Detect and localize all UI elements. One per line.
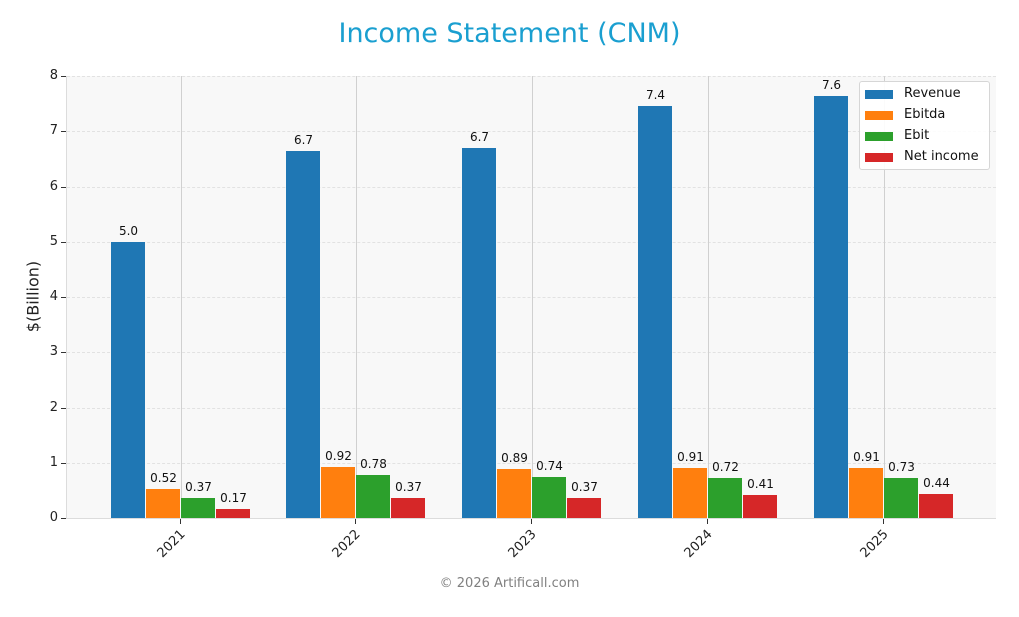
legend-label: Net income [904, 149, 979, 164]
bar-value-label: 0.37 [185, 479, 212, 494]
y-tick-mark [61, 462, 66, 464]
bar-ebit-2023 [532, 477, 566, 518]
bar-ebit-2021 [181, 497, 215, 518]
y-tick-label: 0 [49, 510, 58, 525]
y-tick-label: 5 [49, 233, 58, 249]
x-tick-label: 2024 [681, 527, 716, 562]
legend-swatch-icon [865, 153, 893, 162]
y-tick-label: 6 [49, 178, 58, 194]
bar-net-income-2021 [216, 508, 250, 518]
bar-revenue-2022 [286, 150, 320, 518]
grid-line-vertical [181, 76, 182, 518]
x-tick-mark [883, 519, 884, 524]
plot-area: 5.0 0.52 0.37 0.17 6.7 0.92 0.78 0.37 6.7 0.89 0.7… [66, 76, 996, 519]
bar-ebitda-2023 [497, 468, 531, 518]
y-tick-mark [61, 76, 66, 77]
bar-value-label: 0.78 [360, 456, 387, 471]
bar-value-label: 0.52 [150, 471, 177, 486]
bar-value-label: 6.7 [469, 129, 490, 144]
bar-value-label: 0.89 [501, 450, 528, 465]
legend-label: Ebitda [904, 107, 946, 122]
bar-value-label: 0.17 [220, 490, 247, 505]
bar-ebitda-2025 [849, 467, 883, 518]
grid-line-vertical [532, 76, 533, 518]
legend-swatch-icon [865, 132, 893, 141]
bar-value-label: 6.7 [293, 132, 314, 147]
bar-value-label: 0.73 [888, 459, 915, 474]
grid-line-vertical [356, 76, 357, 518]
legend: Revenue Ebitda Ebit Net income [859, 81, 990, 170]
y-tick-label: 7 [49, 123, 58, 139]
bar-value-label: 0.91 [853, 449, 880, 464]
y-tick-label: 8 [49, 68, 58, 83]
bar-ebit-2024 [708, 478, 742, 518]
legend-label: Ebit [904, 128, 930, 143]
legend-swatch-icon [865, 90, 893, 99]
x-tick-label: 2022 [329, 527, 364, 562]
grid-line-vertical [884, 76, 885, 518]
legend-swatch-icon [865, 111, 893, 120]
bar-net-income-2023 [567, 497, 601, 518]
y-tick-mark [61, 352, 66, 354]
bar-ebit-2022 [356, 474, 390, 518]
grid-line-horizontal [67, 241, 996, 243]
bar-net-income-2025 [919, 493, 953, 518]
footer-copyright: © 2026 Artificall.com [439, 576, 580, 591]
y-tick-mark [61, 407, 66, 409]
bar-value-label: 0.44 [923, 475, 950, 490]
y-tick-mark [61, 297, 66, 298]
x-tick-mark [707, 519, 708, 524]
x-tick-mark [180, 519, 181, 524]
x-tick-mark [355, 519, 356, 524]
x-tick-mark [531, 519, 532, 524]
bar-ebitda-2021 [146, 489, 180, 518]
grid-line-horizontal [67, 407, 996, 409]
bar-net-income-2022 [391, 497, 425, 518]
bar-value-label: 7.6 [821, 78, 842, 93]
grid-line-horizontal [67, 131, 996, 133]
bar-value-label: 0.72 [712, 460, 739, 475]
chart-title: Income Statement (CNM) [338, 18, 681, 49]
bar-value-label: 0.37 [571, 479, 598, 494]
bar-value-label: 5.0 [118, 223, 139, 238]
grid-line-horizontal [67, 186, 996, 188]
grid-line-horizontal [67, 462, 996, 464]
bar-revenue-2023 [462, 147, 496, 518]
bar-revenue-2025 [814, 96, 848, 518]
y-tick-label: 2 [49, 399, 58, 415]
bar-value-label: 0.92 [325, 449, 352, 464]
bar-ebitda-2024 [673, 467, 707, 518]
y-tick-mark [61, 131, 66, 133]
legend-label: Revenue [904, 86, 961, 101]
bar-value-label: 0.74 [536, 459, 563, 474]
grid-line-horizontal [67, 297, 996, 298]
bar-value-label: 0.91 [677, 449, 704, 464]
bar-ebitda-2022 [321, 467, 355, 518]
bar-revenue-2021 [111, 241, 145, 518]
bar-ebit-2025 [884, 477, 918, 518]
y-tick-label: 3 [49, 344, 58, 360]
bar-value-label: 0.37 [395, 479, 422, 494]
grid-line-vertical [708, 76, 709, 518]
bar-value-label: 0.41 [747, 477, 774, 492]
grid-line-horizontal [67, 76, 996, 77]
bar-revenue-2024 [638, 106, 672, 518]
y-tick-label: 4 [49, 289, 58, 304]
bar-net-income-2024 [743, 495, 777, 518]
x-tick-label: 2023 [505, 527, 540, 562]
y-tick-mark [61, 518, 66, 519]
grid-line-horizontal [67, 352, 996, 354]
bar-value-label: 7.4 [645, 88, 666, 103]
y-tick-label: 1 [49, 454, 58, 470]
y-tick-mark [61, 241, 66, 243]
x-tick-label: 2021 [154, 527, 189, 562]
y-tick-mark [61, 186, 66, 188]
x-tick-label: 2025 [857, 527, 892, 562]
